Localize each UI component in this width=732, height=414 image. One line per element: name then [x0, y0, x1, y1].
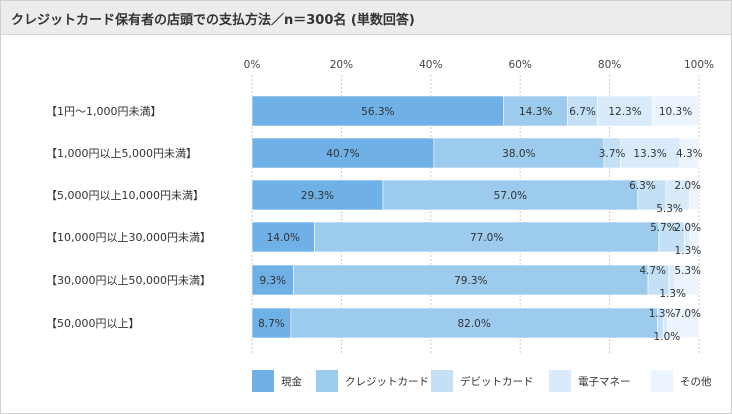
bar-segment [251, 307, 292, 339]
x-tick-label: 20% [330, 59, 353, 71]
bar-segment [597, 95, 653, 127]
bar-segment [251, 179, 384, 211]
legend-label: 現金 [281, 375, 302, 388]
bar-segment [567, 95, 598, 127]
data-label: 1.3% [659, 288, 686, 300]
legend-label: デビットカード [460, 375, 534, 388]
chart-header: クレジットカード保有者の店頭での支払方法／n＝300名 (単数回答) [1, 1, 731, 35]
category-label: 【30,000円以上50,000円未満】 [46, 274, 211, 287]
data-label: 2.0% [674, 222, 701, 234]
data-label: 14.3% [519, 106, 552, 118]
data-label: 6.3% [629, 180, 656, 192]
data-label: 40.7% [326, 148, 359, 160]
category-label: 【1円～1,000円未満】 [46, 105, 162, 118]
data-label: 5.3% [656, 203, 683, 215]
data-label: 3.7% [599, 148, 626, 160]
bar-segment [251, 221, 315, 253]
chart-title: クレジットカード保有者の店頭での支払方法／n＝300名 (単数回答) [11, 13, 415, 28]
bar-segment [689, 179, 699, 211]
legend-label: 電子マネー [578, 376, 631, 388]
x-tick-label: 100% [684, 59, 714, 71]
x-tick-label: 0% [244, 59, 261, 71]
legend-swatch [252, 370, 274, 392]
category-label: 【10,000円以上30,000円未満】 [46, 231, 211, 244]
data-label: 1.3% [649, 308, 676, 320]
bar-segment [658, 221, 685, 253]
data-label: 5.3% [674, 265, 701, 277]
x-tick-label: 40% [419, 59, 442, 71]
data-label: 77.0% [470, 232, 503, 244]
bar-segment [503, 95, 568, 127]
data-label: 79.3% [454, 275, 487, 287]
bar-segment [251, 95, 504, 127]
category-label: 【5,000円以上10,000円未満】 [46, 189, 204, 202]
x-tick-label: 60% [509, 59, 532, 71]
bar-segment [251, 264, 294, 296]
bar-segment [674, 264, 699, 296]
data-label: 56.3% [361, 106, 394, 118]
data-label: 4.3% [676, 148, 703, 160]
legend-swatch [651, 370, 673, 392]
bar-segment [620, 137, 681, 169]
data-label: 57.0% [494, 190, 527, 202]
data-label: 5.7% [650, 222, 677, 234]
bar-segment [382, 179, 639, 211]
data-label: 10.3% [659, 106, 692, 118]
data-label: 12.3% [608, 106, 641, 118]
bar-segment [679, 137, 700, 169]
bar-segment [290, 307, 658, 339]
legend-swatch [316, 370, 338, 392]
bar-segment [314, 221, 660, 253]
bar-segment [689, 221, 700, 253]
data-label: 2.0% [674, 180, 701, 192]
legend-swatch [431, 370, 453, 392]
category-label: 【50,000円以上】 [46, 317, 140, 330]
bar-segment [652, 95, 699, 127]
data-label: 9.3% [259, 275, 286, 287]
bar-segment [667, 307, 700, 339]
data-label: 7.0% [674, 308, 701, 320]
data-label: 8.7% [258, 318, 285, 330]
data-label: 38.0% [502, 148, 535, 160]
bar-segment [293, 264, 649, 296]
data-label: 4.7% [639, 265, 666, 277]
legend-label: クレジットカード [345, 376, 429, 388]
legend-swatch [549, 370, 571, 392]
x-tick-label: 80% [598, 59, 621, 71]
data-label: 14.0% [267, 232, 300, 244]
data-label: 82.0% [457, 318, 490, 330]
data-label: 1.0% [654, 331, 681, 343]
data-label: 13.3% [633, 148, 666, 160]
data-label: 1.3% [675, 245, 702, 257]
category-label: 【1,000円以上5,000円未満】 [46, 147, 197, 160]
data-label: 6.7% [569, 106, 596, 118]
bar-segment [251, 137, 435, 169]
bar-segment [433, 137, 605, 169]
legend-label: その他 [680, 375, 712, 388]
data-label: 29.3% [301, 190, 334, 202]
bar-segment [637, 179, 667, 211]
